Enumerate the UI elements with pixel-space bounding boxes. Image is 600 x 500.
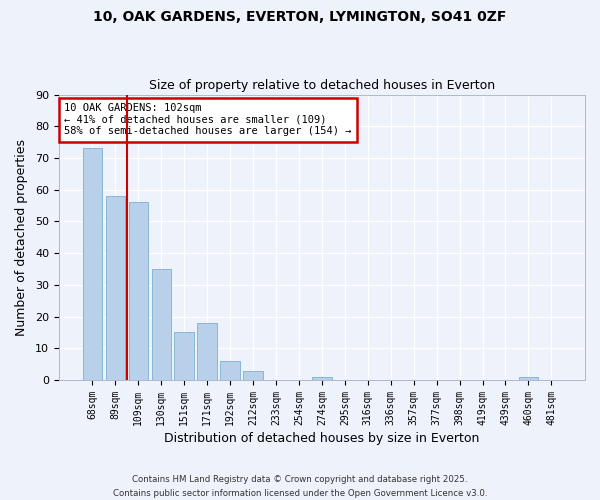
- Bar: [220, 361, 240, 380]
- Bar: [312, 377, 332, 380]
- Y-axis label: Number of detached properties: Number of detached properties: [15, 139, 28, 336]
- Bar: [197, 323, 217, 380]
- Text: Contains HM Land Registry data © Crown copyright and database right 2025.
Contai: Contains HM Land Registry data © Crown c…: [113, 476, 487, 498]
- Bar: [244, 370, 263, 380]
- Title: Size of property relative to detached houses in Everton: Size of property relative to detached ho…: [149, 79, 495, 92]
- X-axis label: Distribution of detached houses by size in Everton: Distribution of detached houses by size …: [164, 432, 479, 445]
- Text: 10 OAK GARDENS: 102sqm
← 41% of detached houses are smaller (109)
58% of semi-de: 10 OAK GARDENS: 102sqm ← 41% of detached…: [64, 103, 352, 136]
- Bar: [83, 148, 102, 380]
- Bar: [128, 202, 148, 380]
- Bar: [152, 269, 171, 380]
- Bar: [175, 332, 194, 380]
- Text: 10, OAK GARDENS, EVERTON, LYMINGTON, SO41 0ZF: 10, OAK GARDENS, EVERTON, LYMINGTON, SO4…: [94, 10, 506, 24]
- Bar: [518, 377, 538, 380]
- Bar: [106, 196, 125, 380]
